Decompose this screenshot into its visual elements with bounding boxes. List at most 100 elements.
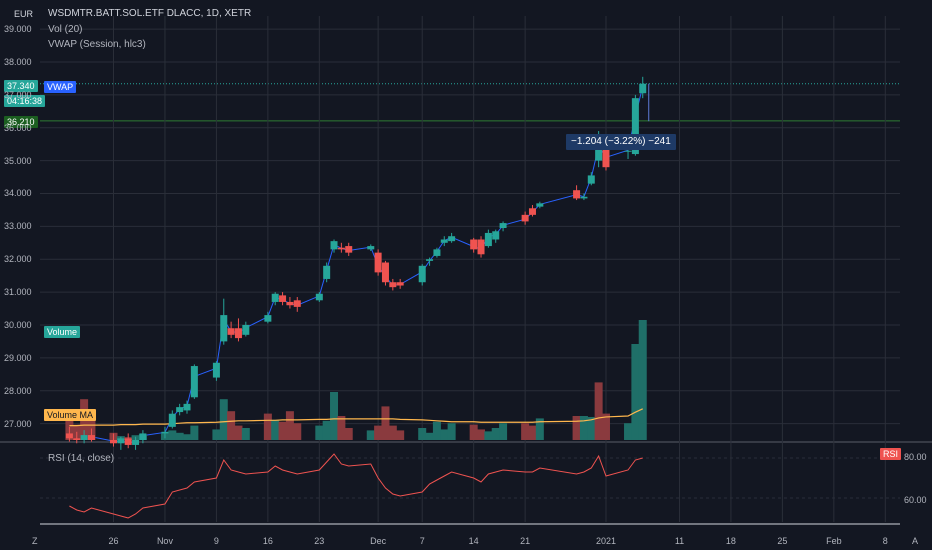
candle xyxy=(132,436,140,450)
candle xyxy=(440,236,448,247)
candle-body xyxy=(110,440,118,444)
candle-body xyxy=(190,366,198,398)
volume-bar xyxy=(572,416,581,440)
candle-body xyxy=(65,433,73,439)
candle-body xyxy=(227,328,235,335)
candle-body xyxy=(234,328,242,339)
candle xyxy=(80,430,88,444)
volume-bar xyxy=(271,419,280,440)
volume-bar xyxy=(418,428,427,440)
rsi-tag: RSI xyxy=(880,448,902,460)
price-tick-label: 39.000 xyxy=(4,24,32,35)
volume-bar xyxy=(168,430,177,440)
candle-body xyxy=(440,239,448,243)
symbol-title[interactable]: WSDMTR.BATT.SOL.ETF DLACC, 1D, XETR xyxy=(48,8,252,19)
candle xyxy=(286,297,294,309)
candle-body xyxy=(602,144,610,168)
time-tick-label: 25 xyxy=(777,536,788,546)
candle-body xyxy=(330,241,338,250)
volume-bar xyxy=(234,425,243,440)
volume-bar xyxy=(388,425,397,440)
candle xyxy=(110,433,118,447)
candle xyxy=(190,364,198,399)
candle xyxy=(528,204,536,217)
candle xyxy=(367,244,375,252)
candle-body xyxy=(587,175,595,184)
volume-ma-label: Volume MA xyxy=(44,409,97,421)
indicator-vol-legend[interactable]: Vol (20) xyxy=(48,24,83,35)
vwap-series xyxy=(69,86,644,443)
candle xyxy=(73,431,81,444)
candle-body xyxy=(286,301,294,306)
volume-bar xyxy=(219,399,228,440)
time-tick-label: Dec xyxy=(370,536,387,546)
volume-bar xyxy=(344,428,353,440)
time-tick-label: 16 xyxy=(262,536,273,546)
countdown-tag: 04:16:38 xyxy=(4,95,46,107)
price-tick-label: 35.000 xyxy=(4,155,32,166)
candle-body xyxy=(396,282,404,286)
candle xyxy=(242,321,250,337)
candle xyxy=(389,278,397,291)
volume-bar xyxy=(183,434,192,440)
volume-bar xyxy=(528,425,537,440)
volume-series xyxy=(65,320,647,440)
candle xyxy=(315,292,323,302)
candle-body xyxy=(73,438,81,440)
candle xyxy=(220,298,228,345)
volume-bar xyxy=(190,425,199,440)
volume-bar xyxy=(579,416,588,440)
candle-body xyxy=(337,247,345,250)
time-tick-label: 9 xyxy=(213,536,219,546)
candle-body xyxy=(389,282,397,288)
candle xyxy=(117,436,125,450)
candle xyxy=(264,311,272,324)
volume-bar xyxy=(631,344,640,440)
volume-bar xyxy=(227,411,236,440)
volume-bar xyxy=(285,411,294,440)
candle-body xyxy=(426,259,434,261)
auto-scale-icon[interactable]: A xyxy=(912,536,919,546)
price-tick-label: 29.000 xyxy=(4,352,32,363)
price-tick-label: 32.000 xyxy=(4,254,32,265)
volume-bar xyxy=(374,425,383,440)
time-axis[interactable]: 26 Nov 9 16 23 Dec 7 14 21 2021 11 18 25 Feb 8 xyxy=(0,530,932,550)
candle-body xyxy=(279,295,287,302)
currency-label[interactable]: EUR xyxy=(14,9,34,19)
time-tick-label: 21 xyxy=(520,536,531,546)
volume-bar xyxy=(263,413,272,440)
price-axis[interactable]: 39.000 38.000 37.000 36.000 35.000 34.000 33.0… xyxy=(0,0,50,440)
time-tick-label: 26 xyxy=(108,536,119,546)
rsi-legend[interactable]: RSI (14, close) xyxy=(48,453,115,464)
volume-bar xyxy=(241,428,250,440)
indicator-vwap-legend[interactable]: VWAP (Session, hlc3) xyxy=(48,39,146,50)
last-price-tag: 37.340 xyxy=(4,80,38,92)
candle-body xyxy=(528,208,536,215)
volume-bar xyxy=(587,416,596,440)
volume-bar xyxy=(469,424,478,440)
candle-body xyxy=(521,214,529,222)
candle xyxy=(470,237,478,253)
candle-body xyxy=(117,438,125,444)
volume-bar xyxy=(212,429,221,440)
candle-body xyxy=(418,265,426,283)
candle-body xyxy=(381,262,389,283)
volume-bar xyxy=(315,425,324,440)
candle xyxy=(212,361,220,381)
candle-body xyxy=(631,98,639,155)
candle-body xyxy=(477,239,485,255)
candle xyxy=(234,318,242,342)
time-tick-label: 7 xyxy=(419,536,425,546)
timezone-icon[interactable]: Z xyxy=(32,536,38,546)
volume-bar xyxy=(396,430,405,440)
volume-label: Volume xyxy=(44,326,81,338)
candle xyxy=(65,426,73,442)
candle-body xyxy=(323,265,331,279)
candle-body xyxy=(580,196,588,199)
volume-bar xyxy=(535,418,544,440)
candle xyxy=(293,297,301,312)
price-tick-label: 30.000 xyxy=(4,319,32,330)
candle xyxy=(639,76,647,99)
candle xyxy=(330,239,338,253)
